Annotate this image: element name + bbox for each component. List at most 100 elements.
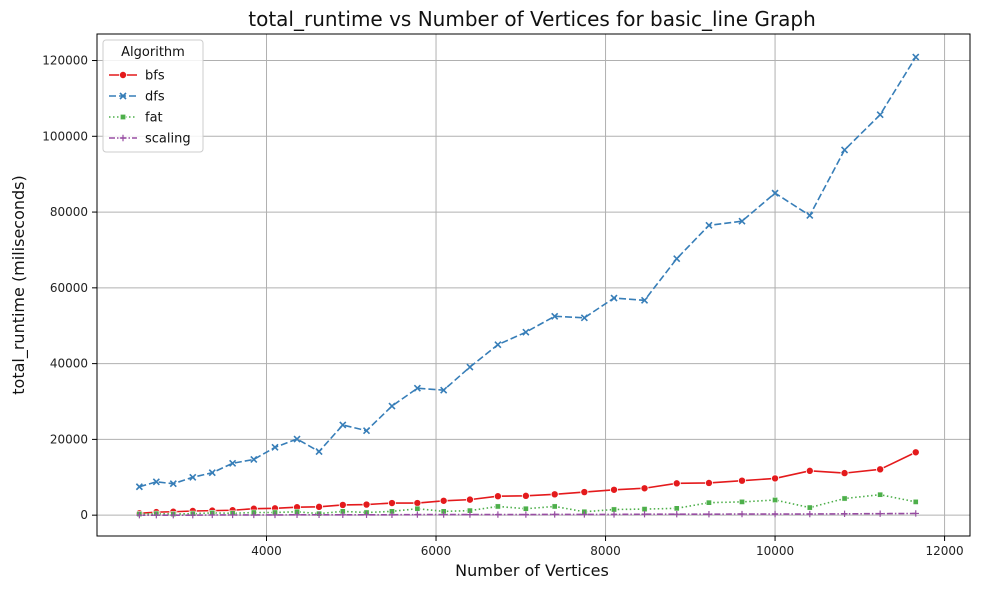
legend-marker-dfs — [119, 92, 127, 100]
data-point-dfs — [339, 421, 347, 429]
data-point-dfs — [271, 443, 279, 451]
data-point-bfs — [840, 469, 849, 478]
data-point-bfs — [672, 479, 681, 488]
series-markers-scaling — [136, 510, 919, 519]
data-point-scaling — [153, 511, 160, 519]
grid-lines — [97, 34, 970, 536]
data-point-dfs — [315, 447, 323, 456]
legend-item-scaling: scaling — [109, 132, 191, 147]
x-tick-label: 12000 — [925, 544, 963, 558]
data-point-bfs — [362, 500, 371, 509]
data-point-bfs — [521, 491, 530, 500]
x-tick-label: 4000 — [251, 544, 282, 558]
y-tick-label: 80000 — [50, 205, 88, 219]
x-axis: 4000 6000 8000 10000 12000 — [251, 536, 964, 558]
data-point-scaling — [551, 511, 558, 518]
y-tick-label: 40000 — [50, 357, 88, 371]
data-point-dfs — [388, 402, 396, 410]
plot-frame — [96, 33, 971, 537]
x-tick-label: 8000 — [590, 544, 621, 558]
data-point-dfs — [840, 146, 849, 154]
data-point-dfs — [640, 296, 649, 304]
y-axis-label: total_runtime (miliseconds) — [9, 175, 29, 394]
series-markers-dfs — [135, 53, 920, 491]
y-tick-label: 100000 — [42, 129, 88, 143]
data-point-bfs — [550, 490, 559, 499]
data-point-dfs — [705, 221, 713, 229]
data-point-dfs — [876, 111, 884, 119]
data-point-scaling — [522, 511, 530, 518]
y-tick-label: 60000 — [50, 281, 88, 295]
data-point-bfs — [771, 474, 780, 483]
legend-box — [102, 39, 204, 153]
data-point-dfs — [208, 469, 216, 477]
legend-marker-bfs — [119, 71, 128, 80]
data-point-scaling — [271, 511, 279, 519]
data-point-dfs — [466, 363, 474, 371]
data-point-dfs — [135, 483, 143, 491]
data-point-scaling — [414, 511, 421, 518]
data-point-dfs — [152, 478, 160, 486]
data-point-dfs — [362, 427, 371, 435]
data-point-bfs — [640, 484, 649, 493]
data-point-scaling — [912, 510, 919, 517]
data-point-dfs — [413, 384, 421, 392]
data-point-dfs — [673, 255, 681, 263]
data-point-fat — [551, 503, 558, 510]
data-point-dfs — [580, 314, 588, 322]
legend-marker-scaling — [119, 134, 127, 142]
data-point-bfs — [493, 492, 502, 501]
data-point-scaling — [315, 511, 323, 518]
y-axis: 0 20000 40000 60000 80000 100000 120000 — [42, 54, 97, 522]
data-point-fat — [673, 505, 680, 512]
legend-item-fat: fat — [109, 111, 163, 126]
data-point-fat — [912, 499, 919, 505]
data-point-bfs — [738, 476, 747, 485]
data-point-fat — [641, 506, 648, 512]
data-point-dfs — [522, 328, 530, 336]
y-tick-label: 0 — [80, 508, 88, 522]
legend-title: Algorithm — [121, 45, 185, 60]
data-point-dfs — [293, 435, 301, 443]
data-point-fat — [495, 503, 501, 510]
data-point-dfs — [771, 189, 779, 197]
series-markers — [135, 53, 920, 519]
data-point-scaling — [771, 510, 779, 518]
data-point-dfs — [738, 217, 746, 225]
data-point-dfs — [912, 53, 920, 61]
legend-label-dfs: dfs — [145, 90, 165, 105]
data-point-bfs — [315, 502, 324, 511]
data-point-bfs — [387, 499, 396, 508]
series-line-scaling — [139, 512, 916, 516]
data-point-dfs — [440, 386, 448, 394]
x-tick-label: 10000 — [756, 544, 794, 558]
data-point-dfs — [551, 312, 559, 320]
data-point-bfs — [580, 488, 589, 497]
data-point-dfs — [610, 294, 618, 302]
data-point-bfs — [439, 496, 448, 505]
legend-item-bfs: bfs — [109, 69, 165, 84]
data-point-scaling — [466, 511, 474, 518]
legend: Algorithm bfs dfs fat scaling — [102, 39, 204, 153]
legend-label-scaling: scaling — [145, 132, 191, 147]
legend-marker-fat — [120, 114, 126, 120]
data-point-scaling — [841, 510, 848, 518]
x-axis-label: Number of Vertices — [455, 561, 609, 580]
data-point-scaling — [440, 511, 447, 518]
data-point-bfs — [876, 465, 885, 474]
data-point-dfs — [189, 473, 197, 481]
data-point-scaling — [641, 511, 648, 518]
data-point-dfs — [229, 459, 237, 467]
data-point-scaling — [876, 510, 884, 517]
data-point-bfs — [704, 478, 713, 487]
data-point-bfs — [338, 500, 347, 509]
data-point-scaling — [209, 511, 216, 519]
data-point-scaling — [806, 510, 814, 518]
data-point-scaling — [705, 511, 713, 518]
data-point-fat — [877, 491, 884, 498]
data-point-bfs — [413, 499, 422, 508]
series-line-dfs — [139, 56, 917, 488]
data-point-bfs — [465, 495, 474, 504]
data-point-bfs — [911, 448, 920, 457]
